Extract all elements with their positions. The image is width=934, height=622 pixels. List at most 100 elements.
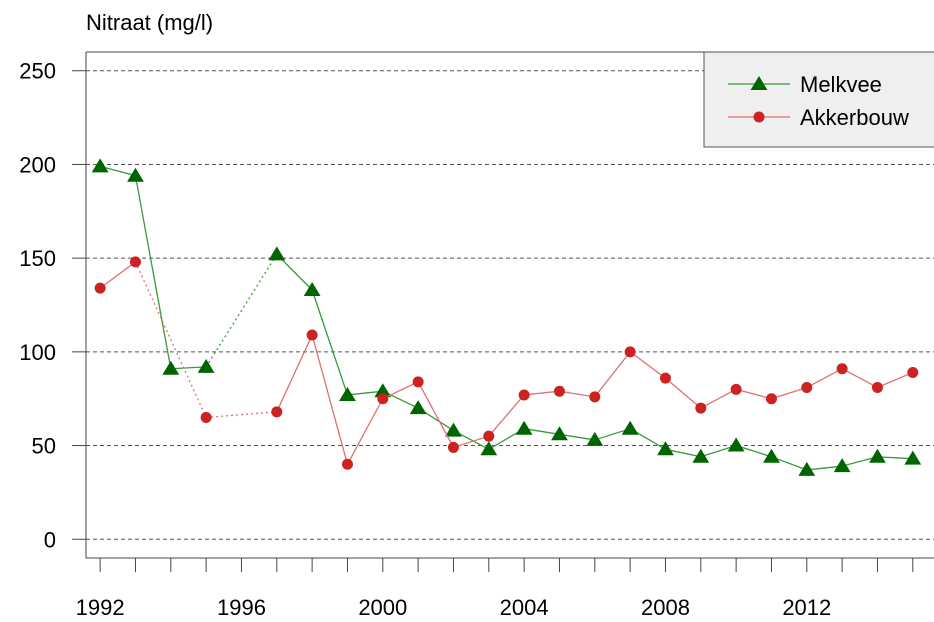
series-segment xyxy=(99,261,136,289)
series-segment xyxy=(134,261,207,418)
legend-box xyxy=(703,51,934,148)
melkvee-point-2005 xyxy=(551,426,568,441)
melkvee-point-2001 xyxy=(409,400,427,415)
x-tick-label-2008: 2008 xyxy=(641,595,690,617)
y-ticks: 0 50 100 150 200 250 xyxy=(19,59,86,552)
legend-marker-akkerbouw xyxy=(753,111,765,123)
melkvee-point-2002 xyxy=(445,422,462,437)
series-segment xyxy=(311,289,349,396)
series-segment xyxy=(134,175,172,369)
series-segment xyxy=(417,381,455,448)
melkvee-point-2011 xyxy=(763,448,780,463)
series-segment xyxy=(877,456,913,460)
series-segment xyxy=(382,381,419,400)
melkvee-point-2008 xyxy=(657,441,674,456)
series-segment xyxy=(524,428,560,435)
x-tick-label-2004: 2004 xyxy=(500,595,549,617)
y-tick-label-250: 250 xyxy=(19,59,56,84)
series-segment xyxy=(346,398,384,465)
series-segment xyxy=(99,165,136,177)
akkerbouw-point-2012 xyxy=(801,381,813,393)
akkerbouw-point-2003 xyxy=(483,430,495,442)
series-segment xyxy=(453,435,489,449)
melkvee-point-2014 xyxy=(869,448,886,463)
melkvee-point-1997 xyxy=(268,246,286,261)
y-tick-label-200: 200 xyxy=(19,152,56,177)
x-tick-label-1992: 1992 xyxy=(76,595,125,617)
x-tick-label-2012: 2012 xyxy=(782,595,831,617)
series-segment xyxy=(700,388,737,409)
akkerbouw-point-2010 xyxy=(730,383,742,395)
series-segment xyxy=(311,334,349,465)
series-segment xyxy=(771,386,807,400)
legend-label-akkerbouw: Akkerbouw xyxy=(800,105,909,130)
x-ticks: 1992 1996 2000 2004 2008 2012 xyxy=(76,558,914,620)
melkvee-point-1999 xyxy=(339,386,356,401)
series-segment xyxy=(841,456,878,467)
series-segment xyxy=(524,390,560,396)
akkerbouw-point-2001 xyxy=(412,376,424,388)
series-melkvee xyxy=(91,158,922,476)
akkerbouw-point-1995 xyxy=(200,411,212,423)
akkerbouw-point-1992 xyxy=(94,282,106,294)
akkerbouw-point-2008 xyxy=(659,372,671,384)
y-axis-label: Nitraat (mg/l) xyxy=(86,10,213,35)
melkvee-point-1998 xyxy=(303,282,321,297)
melkvee-point-2006 xyxy=(586,431,604,446)
melkvee-point-2015 xyxy=(904,450,922,465)
series-segment xyxy=(665,377,702,409)
series-segment xyxy=(206,411,277,419)
y-tick-label-50: 50 xyxy=(32,434,56,459)
series-segment xyxy=(276,334,313,413)
grid-lines xyxy=(86,70,934,540)
melkvee-point-2013 xyxy=(833,458,851,473)
series-segment xyxy=(559,433,595,441)
series-segment xyxy=(877,371,914,389)
legend-marker-melkvee xyxy=(750,76,768,90)
melkvee-point-2010 xyxy=(727,437,745,452)
series-segment xyxy=(594,351,631,398)
melkvee-point-2000 xyxy=(374,383,392,398)
melkvee-point-2007 xyxy=(621,420,639,435)
akkerbouw-point-2002 xyxy=(447,441,459,453)
melkvee-point-1995 xyxy=(197,358,215,373)
melkvee-point-2012 xyxy=(798,461,816,476)
melkvee-point-1993 xyxy=(127,167,144,182)
x-tick-label-2000: 2000 xyxy=(358,595,407,617)
series-segment xyxy=(806,465,843,471)
melkvee-point-2003 xyxy=(480,441,498,456)
y-tick-label-150: 150 xyxy=(19,246,56,271)
akkerbouw-point-1997 xyxy=(271,406,283,418)
series-segment xyxy=(347,390,383,396)
series-segment xyxy=(629,351,666,379)
series-segment xyxy=(806,368,843,389)
akkerbouw-point-2011 xyxy=(765,393,777,405)
akkerbouw-point-2015 xyxy=(907,366,919,378)
akkerbouw-point-1998 xyxy=(306,329,318,341)
series-segment xyxy=(205,254,278,368)
series-segment xyxy=(488,394,525,437)
series-akkerbouw xyxy=(94,256,919,470)
x-tick-label-1996: 1996 xyxy=(217,595,266,617)
melkvee-point-1992 xyxy=(91,158,109,173)
melkvee-point-2009 xyxy=(692,448,710,463)
series-segment xyxy=(559,390,595,398)
melkvee-point-1994 xyxy=(162,360,180,375)
akkerbouw-point-2006 xyxy=(589,391,601,403)
y-tick-label-0: 0 xyxy=(44,527,56,552)
akkerbouw-point-2000 xyxy=(377,393,389,405)
y-tick-label-100: 100 xyxy=(19,340,56,365)
series-segment xyxy=(841,368,878,389)
akkerbouw-point-1993 xyxy=(129,256,141,268)
series-segment xyxy=(665,448,701,458)
akkerbouw-point-2007 xyxy=(624,346,636,358)
akkerbouw-point-2014 xyxy=(871,381,883,393)
series-segment xyxy=(170,366,207,370)
melkvee-point-2004 xyxy=(515,420,533,435)
akkerbouw-point-1999 xyxy=(341,458,353,470)
legend: Melkvee Akkerbouw xyxy=(703,51,934,148)
akkerbouw-point-2013 xyxy=(836,363,848,375)
akkerbouw-point-2009 xyxy=(695,402,707,414)
series-group xyxy=(91,158,922,476)
legend-label-melkvee: Melkvee xyxy=(800,72,882,97)
